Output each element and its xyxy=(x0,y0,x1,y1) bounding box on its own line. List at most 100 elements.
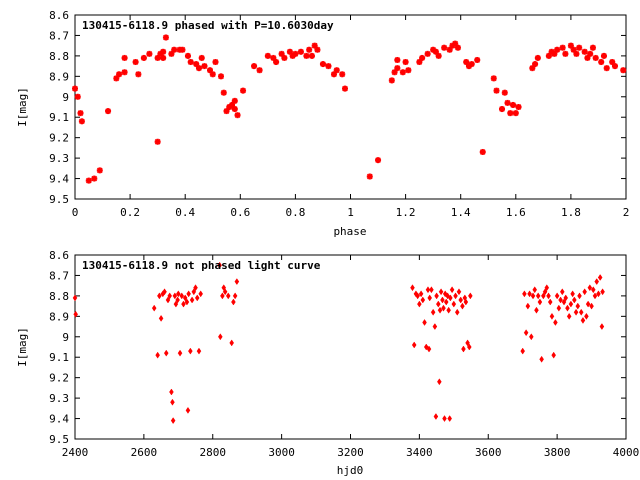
unphased-x-tick-label: 3400 xyxy=(406,446,433,459)
phased-data-point xyxy=(609,59,616,66)
unphased-data-point xyxy=(175,296,180,304)
phased-data-point xyxy=(598,59,605,66)
unphased-data-point xyxy=(535,292,541,300)
phased-data-point xyxy=(534,54,541,61)
phased-data-point xyxy=(551,50,558,57)
unphased-y-tick-label: 8.8 xyxy=(49,290,69,303)
unphased-data-point xyxy=(573,308,579,316)
phased-x-tick-label: 0.8 xyxy=(285,206,305,219)
unphased-data-point xyxy=(231,298,236,306)
phased-data-point xyxy=(468,61,475,68)
unphased-data-point xyxy=(590,286,596,294)
phased-data-point xyxy=(72,85,78,92)
unphased-data-point xyxy=(432,323,438,331)
phased-data-point xyxy=(303,52,310,59)
phased-data-point xyxy=(532,61,539,68)
phased-data-point xyxy=(388,77,395,84)
unphased-data-point xyxy=(572,296,577,304)
phased-x-tick-label: 1 xyxy=(347,206,354,219)
unphased-data-point xyxy=(570,290,575,298)
phased-data-point xyxy=(405,67,412,74)
phased-x-tick-label: 1.6 xyxy=(506,206,526,219)
phased-data-point xyxy=(399,69,406,76)
phased-data-point xyxy=(375,157,382,164)
phased-data-point xyxy=(77,110,84,117)
unphased-data-point xyxy=(549,312,555,320)
phased-data-point xyxy=(600,52,607,59)
phased-data-point xyxy=(501,89,508,96)
unphased-data-point xyxy=(155,351,160,359)
unphased-data-point xyxy=(597,274,603,281)
phased-x-tick-label: 1.8 xyxy=(561,206,581,219)
phased-data-point xyxy=(121,54,128,61)
phased-data-point xyxy=(311,42,318,49)
phased-x-tick-label: 2 xyxy=(623,206,630,219)
phased-x-ticks: 0 0.2 0.4 0.6 0.8 1 1.2 1.4 1.6 1.8 2 xyxy=(72,15,630,219)
phased-data-point xyxy=(507,110,514,117)
unphased-data-point xyxy=(173,300,179,308)
unphased-data-point xyxy=(198,290,203,298)
unphased-data-point xyxy=(568,300,574,308)
unphased-data-point xyxy=(558,296,563,304)
unphased-data-point xyxy=(520,347,525,355)
unphased-x-tick-label: 2600 xyxy=(131,446,158,459)
phased-chart-title: 130415-6118.9 phased with P=10.6030day xyxy=(82,19,334,32)
phased-data-point xyxy=(160,48,167,55)
unphased-data-point xyxy=(566,312,572,320)
unphased-data-point xyxy=(415,292,420,300)
unphased-x-tick-label: 3000 xyxy=(268,446,295,459)
unphased-data-point xyxy=(534,306,539,314)
phased-y-axis-label: I[mag] xyxy=(16,87,29,127)
unphased-data-point xyxy=(561,298,567,306)
phased-x-tick-label: 0.2 xyxy=(120,206,140,219)
unphased-data-point xyxy=(417,300,422,308)
unphased-data-point xyxy=(72,294,78,302)
unphased-data-point xyxy=(447,415,452,423)
phased-data-point xyxy=(454,44,461,51)
phased-data-point xyxy=(620,67,627,74)
phased-y-tick-label: 8.9 xyxy=(49,70,69,83)
phased-data-point xyxy=(278,50,285,57)
phased-data-point xyxy=(463,59,470,66)
unphased-data-point xyxy=(225,292,231,300)
phased-y-tick-label: 9.5 xyxy=(49,193,69,206)
phased-data-point xyxy=(198,54,205,61)
unphased-data-point xyxy=(539,355,544,363)
phased-data-point xyxy=(234,112,241,119)
unphased-data-point xyxy=(465,339,470,347)
phased-data-point xyxy=(223,108,230,115)
unphased-data-point xyxy=(460,302,465,310)
phased-data-point xyxy=(446,46,453,53)
unphased-x-tick-label: 3200 xyxy=(337,446,364,459)
phased-x-tick-label: 0.6 xyxy=(230,206,250,219)
phased-data-point xyxy=(587,50,594,57)
phased-data-point xyxy=(292,50,299,57)
phased-y-tick-label: 8.6 xyxy=(49,9,69,22)
unphased-x-axis-label: hjd0 xyxy=(337,464,364,477)
phased-y-ticks: 8.6 8.7 8.8 8.9 9 9.1 9.2 9.3 9.4 9.5 xyxy=(49,9,626,206)
unphased-data-point xyxy=(189,296,195,304)
phased-data-point xyxy=(218,73,225,80)
unphased-data-point xyxy=(425,286,431,294)
unphased-data-point xyxy=(575,302,581,310)
phased-y-tick-label: 9.1 xyxy=(49,111,69,124)
unphased-data-point xyxy=(556,304,562,312)
phased-data-point xyxy=(567,42,574,49)
phased-data-point xyxy=(96,167,103,174)
unphased-data-point xyxy=(441,304,446,312)
phased-data-point xyxy=(314,46,321,53)
unphased-data-point xyxy=(436,300,441,308)
phased-data-point xyxy=(589,44,596,51)
unphased-data-point xyxy=(559,288,565,296)
phased-data-point xyxy=(297,48,304,55)
phased-data-point xyxy=(366,173,373,180)
unphased-data-point xyxy=(170,398,175,406)
phased-data-point xyxy=(592,54,599,61)
unphased-data-point xyxy=(440,296,445,304)
phased-data-point xyxy=(229,101,236,108)
unphased-data-point xyxy=(442,415,447,423)
unphased-x-tick-label: 2400 xyxy=(62,446,89,459)
unphased-data-point xyxy=(426,345,432,353)
phased-data-point xyxy=(140,54,147,61)
phased-data-point xyxy=(206,67,213,74)
